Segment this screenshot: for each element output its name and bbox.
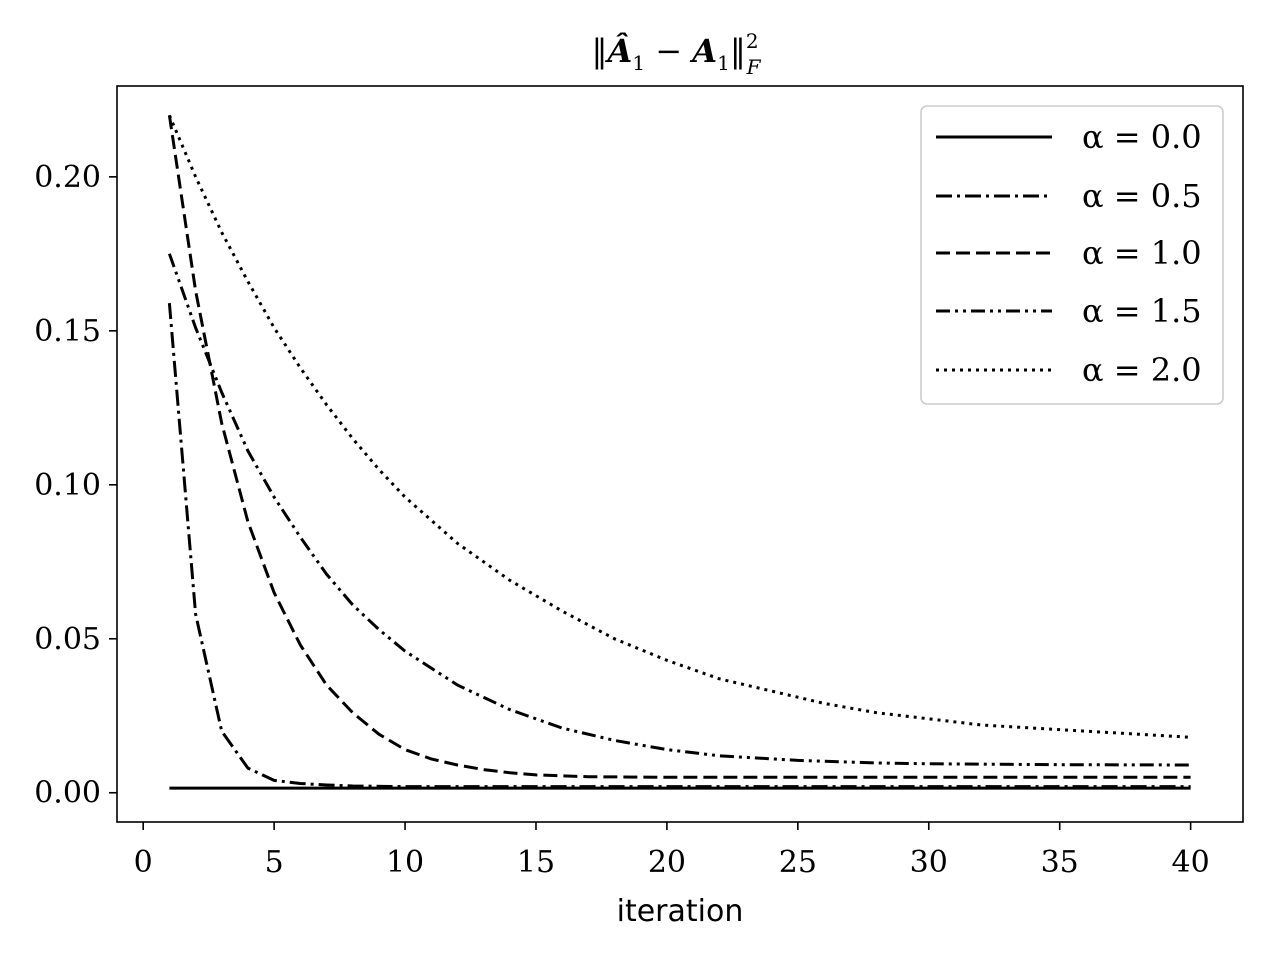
legend-label: α = 1.5 [1082,292,1202,330]
series-line-dashdot [167,302,1191,789]
x-tick-label: 30 [910,845,948,880]
x-tick-label: 20 [648,845,686,880]
legend-label: α = 0.5 [1082,177,1202,215]
y-axis: 0.00 0.05 0.10 0.15 0.20 [34,160,117,811]
x-tick-label: 5 [265,845,284,880]
y-tick-label: 0.20 [34,160,101,195]
x-tick-label: 35 [1041,845,1079,880]
series-line-dashdotdot [167,253,1191,767]
y-tick-label: 0.15 [34,314,101,349]
series-lines [167,114,1191,790]
legend-box [920,105,1224,405]
legend: α = 0.0 α = 0.5 α = 1.0 α = 1.5 α = 2.0 [920,105,1224,405]
plot-area-frame [116,85,1244,823]
x-tick-label: 0 [134,845,153,880]
x-tick-label: 15 [517,845,555,880]
x-tick-label: 25 [779,845,817,880]
x-tick-label: 40 [1172,845,1210,880]
chart-title: ‖Â1 − A1‖2 F [592,29,762,79]
x-axis: 0 5 10 15 20 25 30 35 40 [134,822,1210,880]
legend-label: α = 1.0 [1082,234,1202,272]
legend-label: α = 2.0 [1082,351,1202,389]
y-tick-label: 0.05 [34,622,101,657]
x-axis-label: iteration [617,894,744,929]
y-tick-label: 0.10 [34,468,101,503]
legend-label: α = 0.0 [1082,118,1202,156]
series-line-dashed [167,115,1191,779]
x-tick-label: 10 [386,845,424,880]
y-tick-label: 0.00 [34,776,101,811]
